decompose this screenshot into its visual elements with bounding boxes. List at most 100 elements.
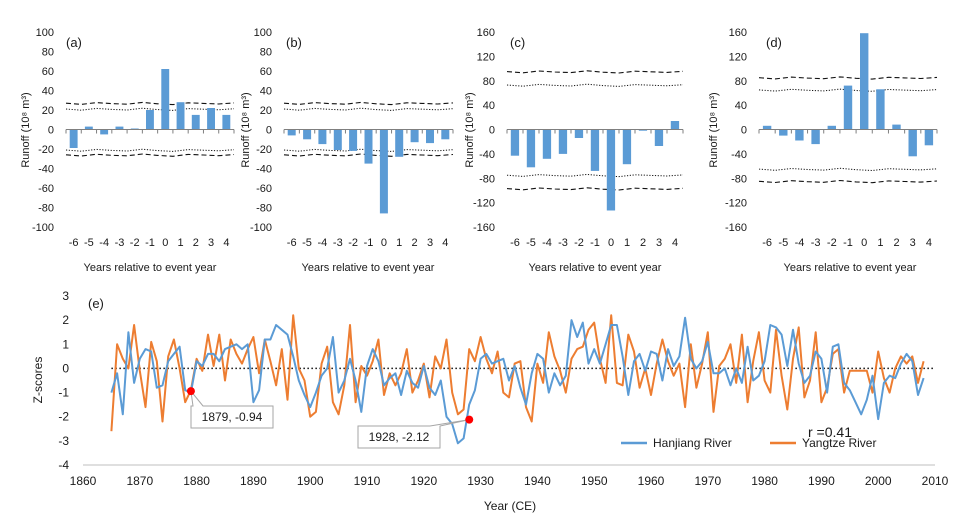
y-tick-label: -4 [58, 458, 69, 472]
panel-b: (b) Runoff (10⁸ m³) Years relative to ev… [240, 27, 454, 274]
bar [287, 129, 296, 136]
lower-dashed-bound [506, 187, 684, 191]
y-tick-label: 100 [36, 27, 54, 39]
bar [638, 129, 648, 131]
y-tick-label: 60 [260, 66, 272, 78]
y-tick-label: -40 [256, 164, 272, 176]
x-tick-label: -2 [827, 237, 837, 249]
x-tick-label: 1860 [70, 474, 97, 488]
x-tick-label: -3 [811, 237, 821, 249]
bar [843, 85, 853, 130]
y-axis-label: Z-scores [31, 357, 45, 404]
x-tick-label: 1930 [467, 474, 494, 488]
y-tick-label: -80 [256, 203, 272, 215]
y-tick-label: -40 [731, 149, 747, 161]
upper-dotted-bound [283, 107, 454, 111]
upper-dotted-bound [758, 88, 938, 92]
x-tick-label: -6 [510, 237, 520, 249]
y-tick-label: -20 [38, 144, 54, 156]
x-tick-label: -3 [333, 237, 343, 249]
y-tick-label: -40 [38, 164, 54, 176]
x-tick-label: 2 [193, 237, 199, 249]
x-tick-label: 1980 [751, 474, 778, 488]
upper-dashed-bound [65, 101, 235, 106]
bar [526, 129, 536, 168]
x-tick-label: 2 [412, 237, 418, 249]
x-tick-label: -2 [130, 237, 140, 249]
annotation-label: 1928, -2.12 [369, 430, 430, 444]
y-tick-label: -3 [58, 434, 69, 448]
panel-label: (a) [66, 35, 82, 50]
annotation-label: 1879, -0.94 [202, 410, 263, 424]
bar [827, 125, 836, 130]
x-tick-label: 1 [396, 237, 402, 249]
y-tick-label: 80 [735, 76, 747, 88]
bar [100, 129, 109, 135]
x-tick-label: 4 [926, 237, 932, 249]
x-tick-label: 1940 [524, 474, 551, 488]
y-axis-label: Runoff (10⁸ m³) [240, 92, 252, 167]
bar [69, 129, 78, 148]
x-tick-label: 3 [656, 237, 662, 249]
x-tick-label: 1960 [638, 474, 665, 488]
x-tick-label: -5 [84, 237, 94, 249]
y-tick-label: -160 [473, 222, 495, 234]
y-axis-label: Runoff (10⁸ m³) [708, 92, 720, 167]
bar [510, 129, 520, 156]
panel-label: (c) [510, 35, 525, 50]
bar [762, 125, 772, 130]
x-tick-label: -4 [542, 237, 552, 249]
x-tick-label: 1970 [694, 474, 721, 488]
x-tick-label: 1880 [183, 474, 210, 488]
x-tick-label: 1870 [126, 474, 153, 488]
y-tick-label: 0 [266, 125, 272, 137]
x-tick-label: 2010 [922, 474, 949, 488]
y-tick-label: 60 [42, 66, 54, 78]
x-tick-label: 1 [877, 237, 883, 249]
y-tick-label: -80 [731, 173, 747, 185]
bar [115, 126, 124, 130]
annotation-marker [186, 387, 195, 396]
y-tick-label: 80 [260, 47, 272, 59]
x-tick-label: -6 [69, 237, 79, 249]
y-tick-label: 40 [42, 86, 54, 98]
y-tick-label: 40 [735, 100, 747, 112]
x-tick-label: -3 [558, 237, 568, 249]
bar [811, 129, 820, 145]
x-axis-label: Year (CE) [484, 499, 536, 513]
y-tick-label: -80 [479, 173, 495, 185]
bar [779, 129, 788, 136]
bar [876, 89, 885, 130]
y-tick-label: -2 [58, 410, 69, 424]
bar [161, 69, 170, 130]
y-tick-label: 0 [62, 361, 69, 375]
y-tick-label: 120 [477, 51, 495, 63]
y-tick-label: -160 [725, 222, 747, 234]
y-tick-label: 0 [48, 125, 54, 137]
x-tick-label: 4 [442, 237, 448, 249]
bar [908, 129, 917, 157]
bar [84, 126, 93, 130]
y-tick-label: 1 [62, 337, 69, 351]
y-tick-label: -20 [256, 144, 272, 156]
bar [542, 129, 552, 159]
y-tick-label: 2 [62, 313, 69, 327]
x-tick-label: 3 [208, 237, 214, 249]
y-axis-label: Runoff (10⁸ m³) [20, 92, 32, 167]
y-tick-label: 20 [260, 105, 272, 117]
bar [670, 121, 680, 130]
panel-label: (e) [88, 296, 104, 311]
bar [590, 129, 600, 171]
x-tick-label: 1 [624, 237, 630, 249]
bar [654, 129, 664, 146]
bar [426, 129, 434, 144]
y-tick-label: -100 [32, 222, 54, 234]
x-tick-label: -3 [115, 237, 125, 249]
y-tick-label: -120 [725, 198, 747, 210]
panel-label: (d) [766, 35, 782, 50]
x-tick-label: -4 [99, 237, 109, 249]
annotation-marker [465, 415, 474, 424]
lower-dotted-bound [758, 167, 938, 172]
x-axis-label: Years relative to event year [84, 262, 217, 274]
